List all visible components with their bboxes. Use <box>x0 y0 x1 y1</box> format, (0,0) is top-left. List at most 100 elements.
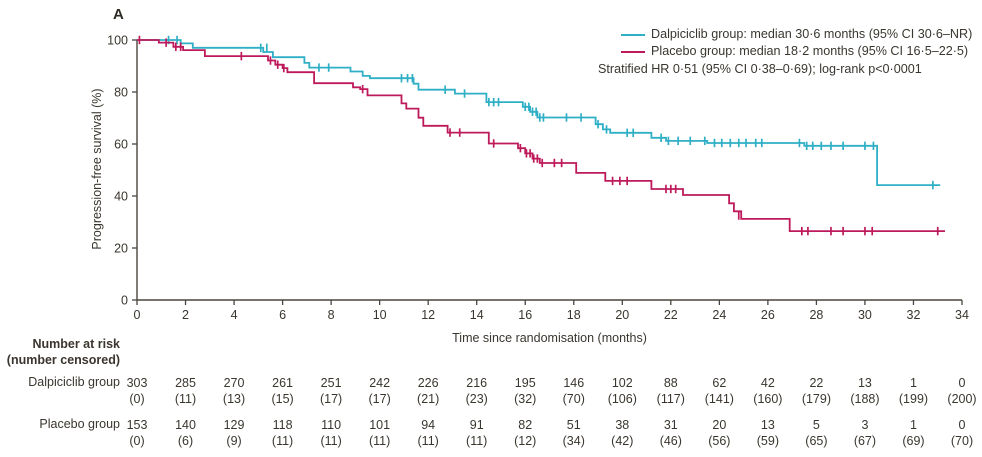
risk-cell: 251 (17) <box>308 375 354 407</box>
x-tick-label: 30 <box>858 308 872 322</box>
x-tick-label: 22 <box>664 308 678 322</box>
risk-at-risk-value: 153 <box>126 418 148 432</box>
risk-at-risk-value: 13 <box>857 376 872 390</box>
risk-at-risk-value: 82 <box>518 418 533 432</box>
risk-cell: 94 (11) <box>405 417 451 449</box>
risk-at-risk-value: 216 <box>466 376 488 390</box>
risk-at-risk-value: 13 <box>760 418 775 432</box>
risk-at-risk-value: 51 <box>566 418 581 432</box>
risk-cell: 285 (11) <box>163 375 209 407</box>
risk-cell: 0 (70) <box>939 417 982 449</box>
risk-cell: 13 (59) <box>745 417 791 449</box>
risk-cell: 226 (21) <box>405 375 451 407</box>
risk-cell: 5 (65) <box>793 417 839 449</box>
risk-at-risk-value: 129 <box>223 418 245 432</box>
risk-censored-value: (69) <box>902 434 925 448</box>
risk-cell: 91 (11) <box>454 417 500 449</box>
legend-swatch-line <box>621 50 645 54</box>
risk-at-risk-value: 5 <box>812 418 820 432</box>
legend-entry: Placebo group: median 18·2 months (95% C… <box>621 43 972 60</box>
risk-censored-value: (70) <box>562 392 585 406</box>
risk-censored-value: (32) <box>514 392 537 406</box>
risk-at-risk-value: 101 <box>369 418 391 432</box>
risk-at-risk-value: 62 <box>712 376 727 390</box>
risk-cell: 153 (0) <box>114 417 160 449</box>
risk-cell: 242 (17) <box>357 375 403 407</box>
risk-cell: 88 (117) <box>648 375 694 407</box>
legend-entry-label: Dalpiciclib group: median 30·6 months (9… <box>651 27 973 41</box>
risk-censored-value: (11) <box>368 434 391 448</box>
risk-censored-value: (23) <box>465 392 488 406</box>
legend-note: Stratified HR 0·51 (95% CI 0·38–0·69); l… <box>598 61 922 76</box>
risk-row-label: Dalpiciclib group <box>28 375 120 389</box>
risk-censored-value: (21) <box>417 392 440 406</box>
survival-curve <box>137 39 945 233</box>
risk-censored-value: (160) <box>753 392 783 406</box>
risk-censored-value: (11) <box>320 434 342 448</box>
panel-label: A <box>113 6 124 23</box>
risk-cell: 216 (23) <box>454 375 500 407</box>
y-tick-label: 60 <box>114 138 128 152</box>
risk-at-risk-value: 195 <box>514 376 536 390</box>
x-tick-label: 32 <box>907 308 921 322</box>
risk-censored-value: (12) <box>514 434 537 448</box>
risk-at-risk-value: 270 <box>223 376 245 390</box>
risk-at-risk-value: 22 <box>809 376 824 390</box>
legend-entry: Dalpiciclib group: median 30·6 months (9… <box>621 26 972 43</box>
risk-table-header-1: Number at risk <box>32 337 120 351</box>
legend-swatch-line <box>621 33 645 36</box>
risk-cell: 3 (67) <box>842 417 888 449</box>
risk-cell: 22 (179) <box>793 375 839 407</box>
risk-cell: 31 (46) <box>648 417 694 449</box>
risk-censored-value: (188) <box>850 392 880 406</box>
risk-censored-value: (46) <box>659 434 682 448</box>
risk-cell: 1 (69) <box>890 417 936 449</box>
risk-at-risk-value: 38 <box>615 418 630 432</box>
y-axis-label: Progression-free survival (%) <box>90 88 104 250</box>
x-axis-label: Time since randomisation (months) <box>452 331 647 345</box>
risk-censored-value: (15) <box>271 392 294 406</box>
risk-censored-value: (0) <box>129 392 145 406</box>
risk-censored-value: (70) <box>950 434 974 448</box>
risk-censored-value: (17) <box>368 392 391 406</box>
x-tick-label: 18 <box>567 308 581 322</box>
x-tick-label: 16 <box>518 308 532 322</box>
risk-censored-value: (13) <box>222 392 246 406</box>
risk-at-risk-value: 91 <box>469 418 484 432</box>
risk-at-risk-value: 242 <box>369 376 391 390</box>
risk-at-risk-value: 146 <box>563 376 585 390</box>
risk-censored-value: (42) <box>611 434 634 448</box>
risk-censored-value: (0) <box>129 434 145 448</box>
risk-at-risk-value: 3 <box>861 418 869 432</box>
x-tick-label: 6 <box>279 308 286 322</box>
risk-at-risk-value: 102 <box>611 376 633 390</box>
risk-cell: 20 (56) <box>696 417 742 449</box>
risk-at-risk-value: 303 <box>126 376 148 390</box>
risk-censored-value: (11) <box>174 392 197 406</box>
y-tick-label: 80 <box>114 86 128 100</box>
risk-cell: 118 (11) <box>260 417 306 449</box>
x-tick-label: 12 <box>421 308 435 322</box>
risk-at-risk-value: 0 <box>958 376 966 390</box>
risk-censored-value: (11) <box>417 434 439 448</box>
risk-cell: 303 (0) <box>114 375 160 407</box>
risk-censored-value: (6) <box>177 434 194 448</box>
risk-cell: 129 (9) <box>211 417 257 449</box>
risk-censored-value: (106) <box>607 392 637 406</box>
risk-at-risk-value: 1 <box>909 418 917 432</box>
risk-censored-value: (9) <box>226 434 242 448</box>
risk-at-risk-value: 251 <box>320 376 342 390</box>
risk-censored-value: (56) <box>708 434 731 448</box>
risk-censored-value: (34) <box>562 434 585 448</box>
x-tick-label: 10 <box>373 308 387 322</box>
legend-entry-label: Placebo group: median 18·2 months (95% C… <box>651 44 969 59</box>
risk-at-risk-value: 140 <box>175 418 196 432</box>
x-tick-label: 14 <box>470 308 484 322</box>
risk-censored-value: (59) <box>756 434 779 448</box>
risk-table-header-2: (number censored) <box>6 353 120 367</box>
y-tick-label: 20 <box>114 242 128 256</box>
risk-censored-value: (141) <box>704 392 734 406</box>
risk-at-risk-value: 88 <box>663 376 678 390</box>
